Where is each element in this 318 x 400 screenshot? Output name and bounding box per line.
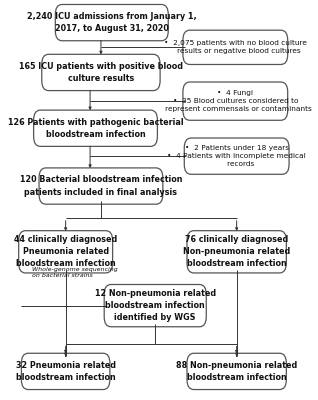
FancyBboxPatch shape	[104, 284, 206, 327]
FancyBboxPatch shape	[21, 353, 110, 390]
FancyBboxPatch shape	[39, 168, 163, 204]
FancyBboxPatch shape	[34, 110, 157, 146]
Text: 44 clinically diagnosed
Pneumonia related
bloodstream infection: 44 clinically diagnosed Pneumonia relate…	[14, 235, 117, 268]
Text: 88 Non-pneumonia related
bloodstream infection: 88 Non-pneumonia related bloodstream inf…	[176, 361, 297, 382]
Text: •  2 Patients under 18 years
•  4 Patients with incomplete medical
   records: • 2 Patients under 18 years • 4 Patients…	[167, 145, 306, 168]
Text: •  2,075 patients with no blood culture
   results or negative blood cultures: • 2,075 patients with no blood culture r…	[164, 40, 307, 54]
FancyBboxPatch shape	[184, 138, 289, 174]
FancyBboxPatch shape	[183, 30, 288, 64]
FancyBboxPatch shape	[183, 82, 288, 120]
Text: 12 Non-pneumonia related
bloodstream infection
identified by WGS: 12 Non-pneumonia related bloodstream inf…	[95, 289, 216, 322]
Text: 32 Pneumonia related
bloodstream infection: 32 Pneumonia related bloodstream infecti…	[16, 361, 116, 382]
FancyBboxPatch shape	[19, 231, 113, 273]
Text: 2,240 ICU admissions from January 1,
2017, to August 31, 2020: 2,240 ICU admissions from January 1, 201…	[27, 12, 197, 33]
FancyBboxPatch shape	[55, 4, 168, 41]
FancyBboxPatch shape	[42, 54, 160, 90]
Text: 76 clinically diagnosed
Non-pneumonia related
bloodstream infection: 76 clinically diagnosed Non-pneumonia re…	[183, 235, 290, 268]
Text: •  4 Fungi
•  35 Blood cultures considered to
   represent commensals or contami: • 4 Fungi • 35 Blood cultures considered…	[158, 90, 312, 112]
Text: 165 ICU patients with positive blood
culture results: 165 ICU patients with positive blood cul…	[19, 62, 183, 83]
Text: Whole-genome sequencing
on bacterial strains: Whole-genome sequencing on bacterial str…	[32, 267, 117, 278]
Text: 126 Patients with pathogenic bacterial
bloodstream infection: 126 Patients with pathogenic bacterial b…	[8, 118, 183, 139]
Text: 120 Bacterial bloodstream infection
patients included in final analysis: 120 Bacterial bloodstream infection pati…	[20, 176, 182, 197]
FancyBboxPatch shape	[187, 231, 286, 273]
FancyBboxPatch shape	[187, 353, 286, 390]
